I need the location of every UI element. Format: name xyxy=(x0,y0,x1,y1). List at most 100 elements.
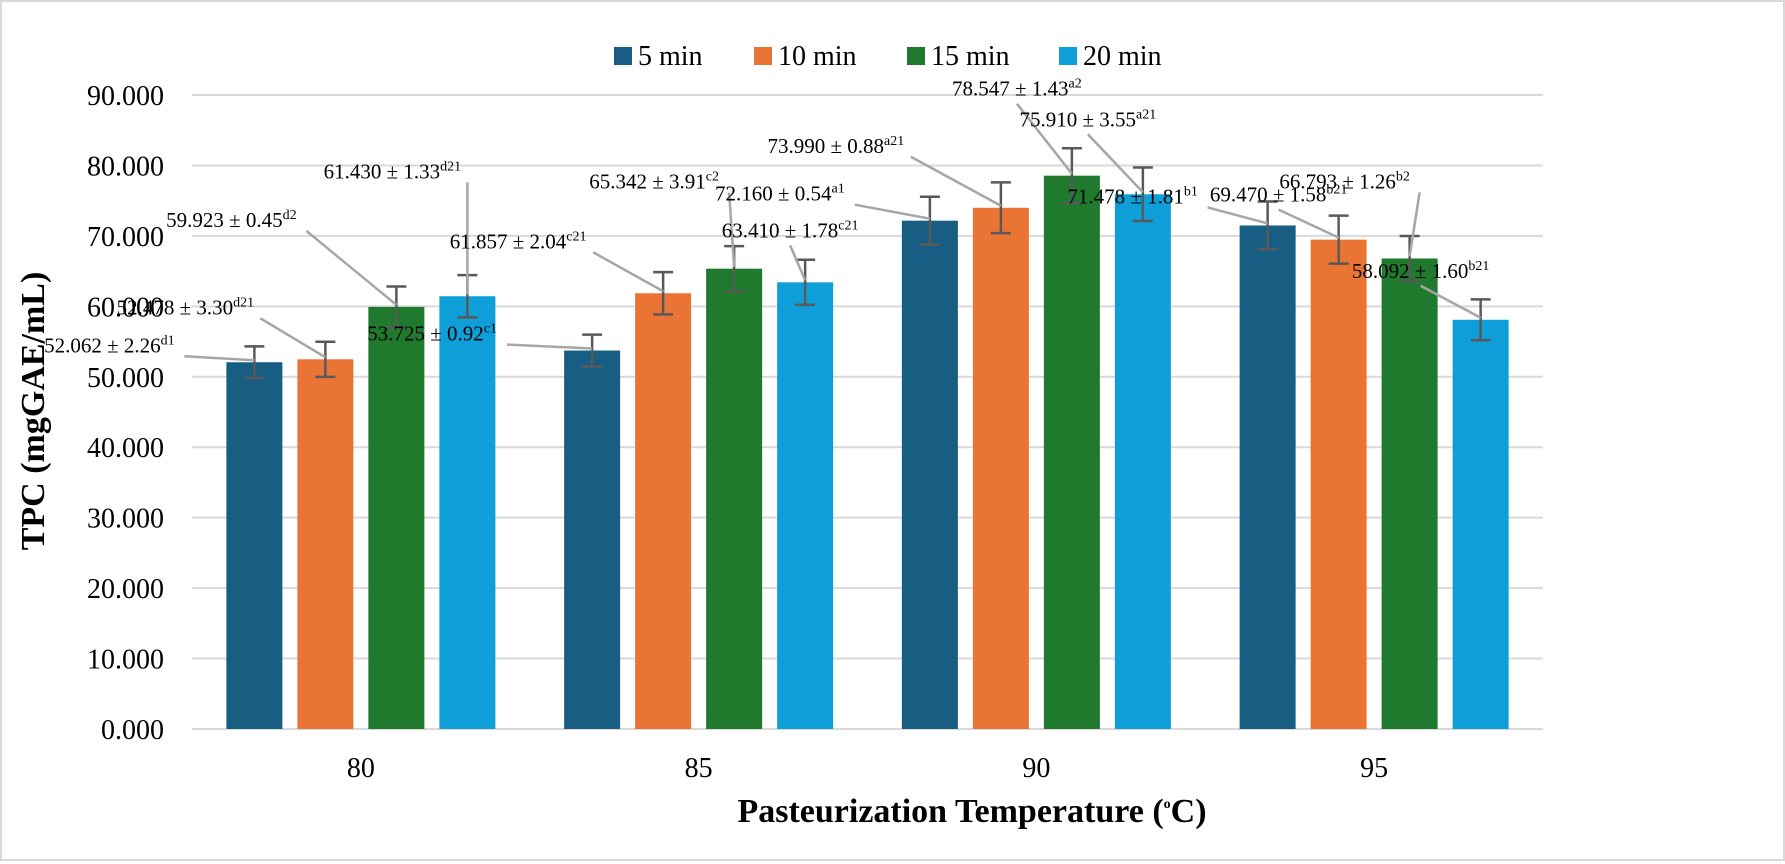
y-tick-label: 70.000 xyxy=(87,222,164,253)
leader-line xyxy=(259,317,327,359)
bar xyxy=(297,359,354,729)
legend-swatch xyxy=(1059,47,1077,65)
bar xyxy=(564,350,621,729)
error-bar xyxy=(315,340,336,379)
data-label: 61.430 ± 1.33d21 xyxy=(324,159,462,183)
leader-line xyxy=(727,192,736,267)
legend-item: 10 min xyxy=(754,41,857,72)
x-axis-title-superscript: o xyxy=(1164,797,1171,812)
leader-line xyxy=(305,229,398,306)
y-tick-label: 40.000 xyxy=(87,433,164,464)
bar xyxy=(972,207,1029,729)
bar xyxy=(777,282,834,729)
data-label: 58.092 ± 1.60b21 xyxy=(1352,259,1490,283)
x-axis-title-suffix: C) xyxy=(1171,793,1207,830)
leader-line xyxy=(910,155,1002,207)
y-axis: 0.000 10.000 20.000 30.000 40.000 50.000 60.00… xyxy=(87,81,164,746)
leader-line xyxy=(1420,284,1482,319)
legend-swatch xyxy=(754,47,772,65)
error-bar xyxy=(386,285,407,329)
error-bar xyxy=(1399,234,1420,283)
y-tick-label: 30.000 xyxy=(87,504,164,535)
bar xyxy=(1239,225,1296,729)
leader-line xyxy=(1278,208,1340,239)
data-label: 63.410 ± 1.78c21 xyxy=(722,218,859,242)
label-leader-lines xyxy=(184,102,1482,362)
data-label: 73.990 ± 0.88a21 xyxy=(768,134,905,158)
legend-swatch xyxy=(907,47,925,65)
bar xyxy=(1381,258,1438,729)
x-tick-label: 95 xyxy=(1360,753,1388,784)
data-label: 69.470 ± 1.58b21 xyxy=(1210,183,1348,207)
legend-item: 20 min xyxy=(1059,41,1162,72)
error-bar xyxy=(795,258,816,307)
legend-item: 15 min xyxy=(907,41,1010,72)
y-tick-label: 0.000 xyxy=(101,715,164,746)
y-tick-label: 90.000 xyxy=(87,81,164,112)
legend: 5 min 10 min 15 min 20 min xyxy=(614,41,1162,72)
error-bar xyxy=(1257,200,1278,251)
error-bar xyxy=(653,270,674,316)
bar xyxy=(1310,239,1367,730)
y-tick-label: 10.000 xyxy=(87,645,164,676)
bar xyxy=(226,362,283,729)
y-tick-label: 50.000 xyxy=(87,363,164,394)
bar xyxy=(368,306,425,729)
data-label: 52.062 ± 2.26d1 xyxy=(44,333,175,357)
data-label: 59.923 ± 0.45d2 xyxy=(166,208,297,232)
error-bar xyxy=(1061,146,1082,205)
y-axis-title: TPC (mgGAE/mL) xyxy=(15,272,52,551)
x-axis-title: Pasteurization Temperature (oC) xyxy=(737,793,1206,830)
leader-line xyxy=(592,251,664,293)
error-bar xyxy=(244,345,265,380)
leader-line xyxy=(184,355,255,362)
error-bar xyxy=(1470,298,1491,342)
leader-line xyxy=(1408,192,1421,257)
y-tick-label: 20.000 xyxy=(87,574,164,605)
data-label: 53.725 ± 0.92c1 xyxy=(367,322,497,346)
leader-line xyxy=(1207,206,1268,225)
bar xyxy=(1043,175,1100,729)
leader-line xyxy=(1086,133,1144,194)
y-tick-label: 80.000 xyxy=(87,151,164,182)
bar xyxy=(635,293,692,729)
legend-label: 10 min xyxy=(778,41,857,72)
data-label: 78.547 ± 1.43a2 xyxy=(952,77,1082,101)
x-axis-title-text: Pasteurization Temperature ( xyxy=(737,793,1163,830)
bar xyxy=(901,220,958,729)
legend-item: 5 min xyxy=(614,41,703,72)
x-axis: 80 85 90 95 xyxy=(347,753,1388,784)
x-tick-label: 85 xyxy=(685,753,713,784)
leader-line xyxy=(788,244,807,281)
legend-label: 20 min xyxy=(1083,41,1162,72)
data-label: 72.160 ± 0.54a1 xyxy=(715,182,845,206)
data-label: 66.793 ± 1.26b2 xyxy=(1279,169,1410,193)
data-label: 61.857 ± 2.04c21 xyxy=(450,229,587,253)
error-bar xyxy=(919,195,940,246)
y-tick-label: 60.000 xyxy=(87,292,164,323)
leader-line xyxy=(507,343,593,350)
data-label: 65.342 ± 3.91c2 xyxy=(589,170,719,194)
legend-label: 5 min xyxy=(638,41,703,72)
legend-swatch xyxy=(614,47,632,65)
bars xyxy=(226,175,1509,730)
error-bars xyxy=(244,146,1491,380)
leader-line xyxy=(1015,102,1073,175)
bar xyxy=(1452,319,1509,729)
x-tick-label: 80 xyxy=(347,753,375,784)
bar xyxy=(439,296,496,729)
error-bar xyxy=(582,333,603,368)
bar xyxy=(1114,194,1171,729)
data-label: 52.478 ± 3.30d21 xyxy=(117,295,255,319)
data-labels: 52.062 ± 2.26d1 53.725 ± 0.92c1 72.160 ± 0… xyxy=(44,77,1489,358)
error-bar xyxy=(1328,214,1349,265)
bar xyxy=(706,268,763,729)
data-label: 71.478 ± 1.81b1 xyxy=(1067,184,1198,208)
leader-line xyxy=(854,203,931,220)
data-label: 75.910 ± 3.55a21 xyxy=(1020,107,1157,131)
legend-label: 15 min xyxy=(931,41,1010,72)
error-bar xyxy=(990,181,1011,235)
x-tick-label: 90 xyxy=(1022,753,1050,784)
